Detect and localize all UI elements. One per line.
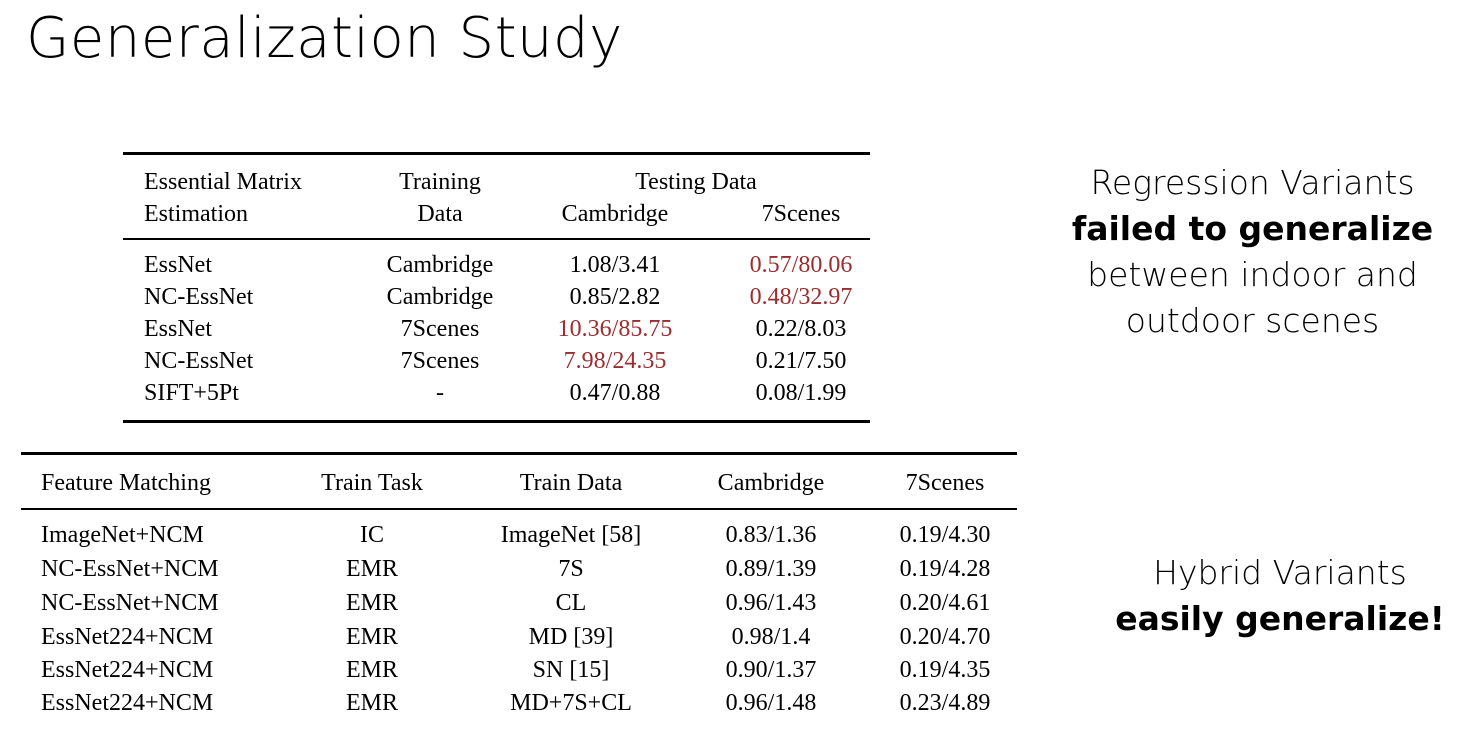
row-train-task: EMR (345, 657, 399, 683)
row-method: EssNet (144, 316, 212, 342)
row-cambridge-value: 0.47/0.88 (569, 380, 661, 406)
header-train-task: Train Task (321, 470, 423, 496)
header-feature-matching: Feature Matching (41, 470, 211, 496)
row-train-task: EMR (345, 690, 399, 716)
feature-matching-table: Feature Matching Train Task Train Data C… (21, 452, 1017, 719)
row-cambridge-value: 7.98/24.35 (563, 348, 667, 374)
row-train-data: 7S (558, 556, 584, 582)
row-method: EssNet224+NCM (41, 657, 214, 683)
row-cambridge-value: 0.96/1.48 (725, 690, 817, 716)
row-cambridge-value: 1.08/3.41 (569, 252, 661, 278)
row-method: SIFT+5Pt (144, 380, 239, 406)
row-train-task: EMR (345, 624, 399, 650)
hybrid-note-line1: Hybrid Variants (1153, 553, 1407, 592)
row-7scenes-value: 0.19/4.35 (899, 657, 991, 683)
header-test-7scenes: 7Scenes (761, 201, 841, 227)
row-train-data: Cambridge (386, 284, 494, 310)
row-cambridge-value: 0.98/1.4 (731, 624, 811, 650)
row-method: NC-EssNet (144, 284, 254, 310)
row-train-data: 7Scenes (400, 316, 480, 342)
row-train-data: MD+7S+CL (510, 690, 632, 716)
header-test-cambridge: Cambridge (561, 201, 669, 227)
row-7scenes-value: 0.19/4.30 (899, 522, 991, 548)
row-cambridge-value: 0.83/1.36 (725, 522, 817, 548)
header-testing-group: Testing Data (635, 169, 757, 195)
row-train-data: Cambridge (386, 252, 494, 278)
row-method: EssNet224+NCM (41, 690, 214, 716)
row-method: NC-EssNet+NCM (41, 556, 219, 582)
row-method: NC-EssNet (144, 348, 254, 374)
row-train-data: - (436, 380, 444, 406)
hybrid-note: Hybrid Variants easily generalize! (1085, 550, 1473, 642)
row-cambridge-value: 0.89/1.39 (725, 556, 817, 582)
hybrid-note-emphasis: easily generalize! (1115, 599, 1445, 638)
header-training-line2: Data (417, 201, 463, 227)
row-7scenes-value: 0.23/4.89 (899, 690, 991, 716)
header-cambridge: Cambridge (717, 470, 825, 496)
row-train-data: ImageNet [58] (500, 522, 642, 548)
header-rule (21, 508, 1017, 510)
slide-title: Generalization Study (26, 6, 623, 71)
regression-note-line1: Regression Variants (1090, 163, 1415, 202)
regression-note-line4: outdoor scenes (1125, 301, 1380, 340)
row-train-task: EMR (345, 556, 399, 582)
row-cambridge-value: 0.85/2.82 (569, 284, 661, 310)
row-7scenes-value: 0.20/4.70 (899, 624, 991, 650)
essential-matrix-table: Essential Matrix Estimation Training Dat… (123, 152, 870, 423)
row-method: NC-EssNet+NCM (41, 590, 219, 616)
row-train-task: IC (360, 522, 384, 548)
header-7scenes: 7Scenes (905, 470, 985, 496)
row-cambridge-value: 0.96/1.43 (725, 590, 817, 616)
row-train-data: MD [39] (528, 624, 614, 650)
row-train-data: SN [15] (532, 657, 610, 683)
row-7scenes-value: 0.48/32.97 (749, 284, 853, 310)
regression-note-emphasis: failed to generalize (1071, 209, 1434, 248)
row-train-data: 7Scenes (400, 348, 480, 374)
row-method: EssNet224+NCM (41, 624, 214, 650)
row-cambridge-value: 0.90/1.37 (725, 657, 817, 683)
row-train-data: CL (555, 590, 587, 616)
header-method-line2: Estimation (144, 201, 248, 227)
row-7scenes-value: 0.08/1.99 (755, 380, 847, 406)
header-rule (123, 238, 870, 240)
row-method: EssNet (144, 252, 212, 278)
row-7scenes-value: 0.19/4.28 (899, 556, 991, 582)
header-training-line1: Training (399, 169, 481, 195)
row-cambridge-value: 10.36/85.75 (557, 316, 673, 342)
row-7scenes-value: 0.21/7.50 (755, 348, 847, 374)
row-method: ImageNet+NCM (41, 522, 204, 548)
row-train-task: EMR (345, 590, 399, 616)
header-train-data: Train Data (519, 470, 623, 496)
row-7scenes-value: 0.22/8.03 (755, 316, 847, 342)
row-7scenes-value: 0.57/80.06 (749, 252, 853, 278)
regression-note-line3: between indoor and (1087, 255, 1418, 294)
header-method-line1: Essential Matrix (144, 169, 302, 195)
regression-note: Regression Variants failed to generalize… (1040, 160, 1465, 344)
row-7scenes-value: 0.20/4.61 (899, 590, 991, 616)
